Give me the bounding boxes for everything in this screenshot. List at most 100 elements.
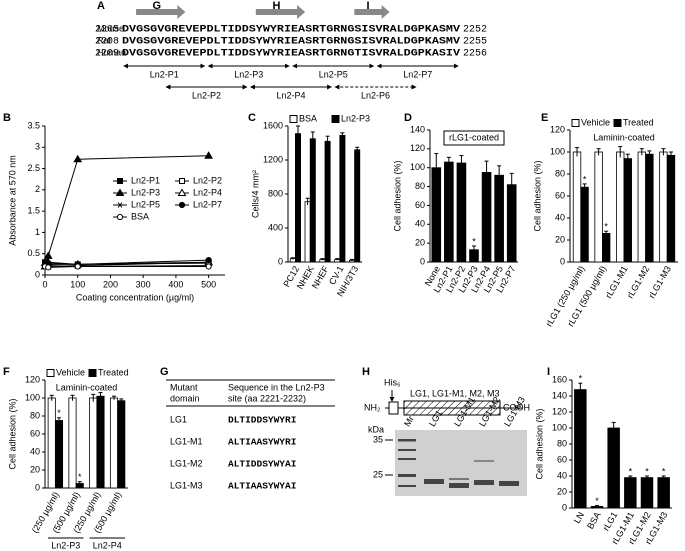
group-label: Ln2-P3: [51, 540, 80, 550]
y-tick-label: 400: [268, 222, 283, 232]
bar: [623, 158, 632, 263]
y-tick-label: 2.5: [27, 163, 40, 173]
bar: [68, 397, 77, 489]
species: Human: [97, 47, 126, 57]
y-tick-label: 2: [35, 184, 40, 194]
y-tick-label: 0: [35, 482, 40, 492]
subtitle-box: [443, 130, 505, 146]
bar: [594, 151, 603, 263]
asterisk: *: [645, 466, 649, 476]
table-header: domain: [170, 393, 200, 403]
end-residue: 2255: [463, 37, 487, 48]
tag-label: His₆: [384, 377, 401, 387]
y-tick-label: 3.5: [27, 120, 40, 130]
bar: [117, 400, 126, 489]
bar: [481, 172, 492, 263]
asterisk: *: [629, 466, 633, 476]
tag-box: [388, 401, 399, 415]
legend-label: Ln2-P3: [131, 187, 160, 197]
panel-letter: I: [547, 366, 550, 378]
peptide-label: Ln2-P5: [319, 69, 348, 79]
bar: [47, 397, 56, 489]
insert-box: [403, 400, 501, 416]
species: Rat: [97, 35, 112, 45]
y-tick-label: 80: [415, 181, 425, 191]
point: [45, 264, 52, 271]
bar: [645, 153, 654, 263]
y-tick-label: 160: [552, 374, 567, 384]
end-residue: 2256: [463, 49, 487, 60]
y-axis-label: Cell adhesion (%): [392, 160, 402, 231]
bar: [456, 162, 467, 263]
motif-label: H: [272, 0, 280, 12]
table-cell: ALTIDDSYWYAI: [228, 459, 296, 470]
motif-label: I: [366, 0, 369, 12]
x-axis-label: Coating concentration (µg/ml): [76, 292, 194, 302]
start-residue: 2205: [95, 25, 119, 36]
y-tick-label: 20: [557, 486, 567, 496]
bar: [637, 151, 646, 263]
y-tick-label: 800: [268, 188, 283, 198]
asterisk: *: [595, 496, 599, 506]
legend-label: Ln2-P3: [341, 113, 370, 123]
x-tick-label: 300: [136, 279, 151, 289]
legend-marker: [179, 178, 185, 184]
asterisk: *: [78, 472, 82, 482]
motif-label: G: [152, 0, 161, 12]
panel-letter: A: [97, 0, 105, 12]
bar: [657, 477, 670, 509]
y-tick-label: 120: [550, 124, 565, 134]
legend-label: Ln2-P2: [193, 175, 222, 185]
legend-label: Ln2-P5: [131, 199, 160, 209]
legend-marker: [116, 213, 124, 221]
peptide-label: Ln2-P7: [403, 69, 432, 79]
y-axis-label: Cells/4 mm²: [250, 170, 260, 218]
subtitle: Laminin-coated: [56, 382, 118, 392]
asterisk: *: [662, 466, 666, 476]
y-tick-label: 100: [552, 422, 567, 432]
insert-label: LG1, LG1-M1, M2, M3: [410, 388, 500, 398]
peptide-label: Ln2-P4: [276, 90, 305, 100]
legend-label: BSA: [131, 211, 149, 221]
bar: [109, 397, 119, 489]
legend-marker: [177, 188, 187, 196]
y-tick-label: 0: [562, 502, 567, 512]
legend-swatch: [88, 369, 97, 377]
motif-arrow: [354, 5, 390, 19]
y-tick-label: 140: [410, 124, 425, 134]
table-header: Sequence in the Ln2-P3: [228, 382, 325, 392]
legend-label: Vehicle: [56, 367, 85, 377]
bar: [640, 477, 654, 509]
x-tick-label: LN: [572, 510, 586, 525]
start-residue: 2209: [95, 49, 119, 60]
legend-marker: [117, 178, 123, 184]
bar: [89, 397, 98, 489]
bar: [494, 174, 504, 263]
y-axis-label: Cell adhesion (%): [534, 408, 544, 479]
y-tick-label: 40: [557, 470, 567, 480]
group-label: Ln2-P4: [93, 540, 122, 550]
panel-letter: B: [3, 112, 11, 124]
legend-label: Ln2-P1: [131, 175, 160, 185]
y-tick-label: 100: [550, 146, 565, 156]
y-tick-label: 80: [555, 168, 565, 178]
panel-letter: E: [541, 112, 548, 124]
table-cell: LG1-M1: [170, 436, 203, 446]
point: [205, 257, 212, 264]
table-cell: LG1: [170, 414, 187, 424]
motif-arrow: [136, 5, 186, 19]
legend-label: BSA: [299, 113, 317, 123]
asterisk: *: [472, 236, 476, 246]
bar: [624, 477, 637, 509]
bar: [574, 389, 587, 509]
y-tick-label: 0: [35, 269, 40, 279]
bar: [324, 140, 331, 263]
bar: [506, 184, 517, 263]
legend-marker: [115, 188, 125, 196]
asterisk: *: [57, 408, 61, 418]
y-tick-label: 60: [557, 454, 567, 464]
bar: [339, 134, 346, 263]
x-tick-label: 200: [103, 279, 118, 289]
y-axis-label: Absorbance at 570 nm: [7, 155, 17, 246]
legend-label: Ln2-P7: [193, 199, 222, 209]
